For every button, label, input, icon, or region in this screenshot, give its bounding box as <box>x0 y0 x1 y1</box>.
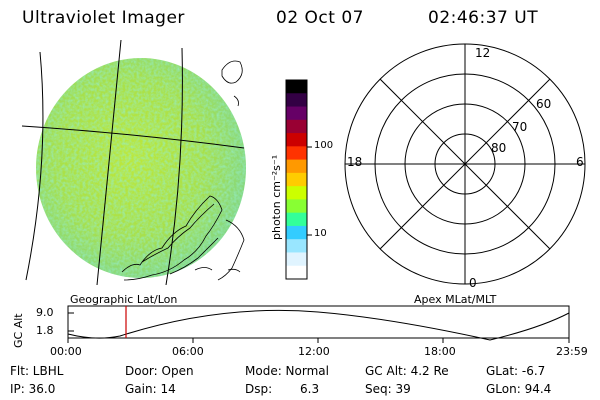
colorbar-segment <box>286 172 307 187</box>
altitude-plot <box>67 305 570 343</box>
geo-panel-caption: Geographic Lat/Lon <box>70 293 178 306</box>
colorbar-segment <box>286 199 307 214</box>
altitude-ylabel: GC Alt <box>12 313 25 348</box>
mlt-label-0: 0 <box>469 276 477 290</box>
colorbar-segment <box>286 212 307 227</box>
colorbar-segment <box>286 252 307 267</box>
colorbar-segment <box>286 265 307 280</box>
gain-info: Gain: 14 <box>125 382 176 396</box>
dsp-value: 6.3 <box>300 382 320 396</box>
colorbar-segment <box>286 146 307 161</box>
altitude-xtick: 18:00 <box>424 345 456 358</box>
colorbar <box>285 79 312 280</box>
colorbar-segment <box>286 133 307 147</box>
meridian-line <box>25 51 44 281</box>
mlat-label-80: 80 <box>491 141 507 155</box>
altitude-xtick: 00:00 <box>50 345 82 358</box>
observation-time: 02:46:37 UT <box>428 8 539 28</box>
observation-date: 02 Oct 07 <box>276 8 364 28</box>
meridian-line <box>165 47 183 285</box>
sequence-info: Seq: 39 <box>365 382 411 396</box>
dsp-label: Dsp: <box>245 382 273 396</box>
mode-info: Mode: Normal <box>245 364 329 378</box>
uv-earth-image <box>36 58 246 278</box>
colorbar-segment <box>286 80 307 94</box>
colorbar-segment <box>286 239 307 253</box>
altitude-xtick: 06:00 <box>172 345 204 358</box>
altitude-plot-frame <box>67 305 570 339</box>
colorbar-tick-label: 100 <box>314 140 334 151</box>
mlt-label-6: 6 <box>576 155 584 169</box>
colorbar-unit-label: photon cm⁻²s⁻¹ <box>270 154 283 240</box>
altitude-ytick: 1.8 <box>36 324 54 337</box>
altitude-plot-ticks <box>67 312 570 343</box>
instrument-title: Ultraviolet Imager <box>22 8 185 28</box>
meridian-line <box>96 40 122 285</box>
door-info: Door: Open <box>125 364 194 378</box>
mlat-label-70: 70 <box>512 120 528 134</box>
geo-longitude-info: GLon: 94.4 <box>486 382 552 396</box>
altitude-curve <box>67 309 570 341</box>
altitude-xtick: 23:59 <box>556 345 588 358</box>
colorbar-segment <box>286 106 307 121</box>
geographic-grid <box>21 40 245 285</box>
geo-latitude-info: GLat: -6.7 <box>486 364 546 378</box>
mlt-label-18: 18 <box>347 155 363 169</box>
colorbar-segment <box>286 93 307 108</box>
colorbar-tick-label: 10 <box>314 228 327 239</box>
colorbar-segment <box>286 225 307 240</box>
mlat-label-60: 60 <box>536 97 552 111</box>
altitude-ytick: 9.0 <box>36 306 54 319</box>
mlt-diagonal <box>379 78 551 250</box>
coastlines <box>121 60 245 281</box>
polar-panel-caption: Apex MLat/MLT <box>414 293 497 306</box>
ip-info: IP: 36.0 <box>10 382 56 396</box>
polar-plot <box>344 43 586 285</box>
gc-altitude-info: GC Alt: 4.2 Re <box>365 364 449 378</box>
colorbar-segment <box>286 119 307 134</box>
latitude-line <box>21 125 245 149</box>
colorbar-segment <box>286 186 307 200</box>
colorbar-segment <box>286 159 307 174</box>
altitude-xtick: 12:00 <box>298 345 330 358</box>
mlt-label-12: 12 <box>475 46 491 60</box>
filter-info: Flt: LBHL <box>10 364 64 378</box>
